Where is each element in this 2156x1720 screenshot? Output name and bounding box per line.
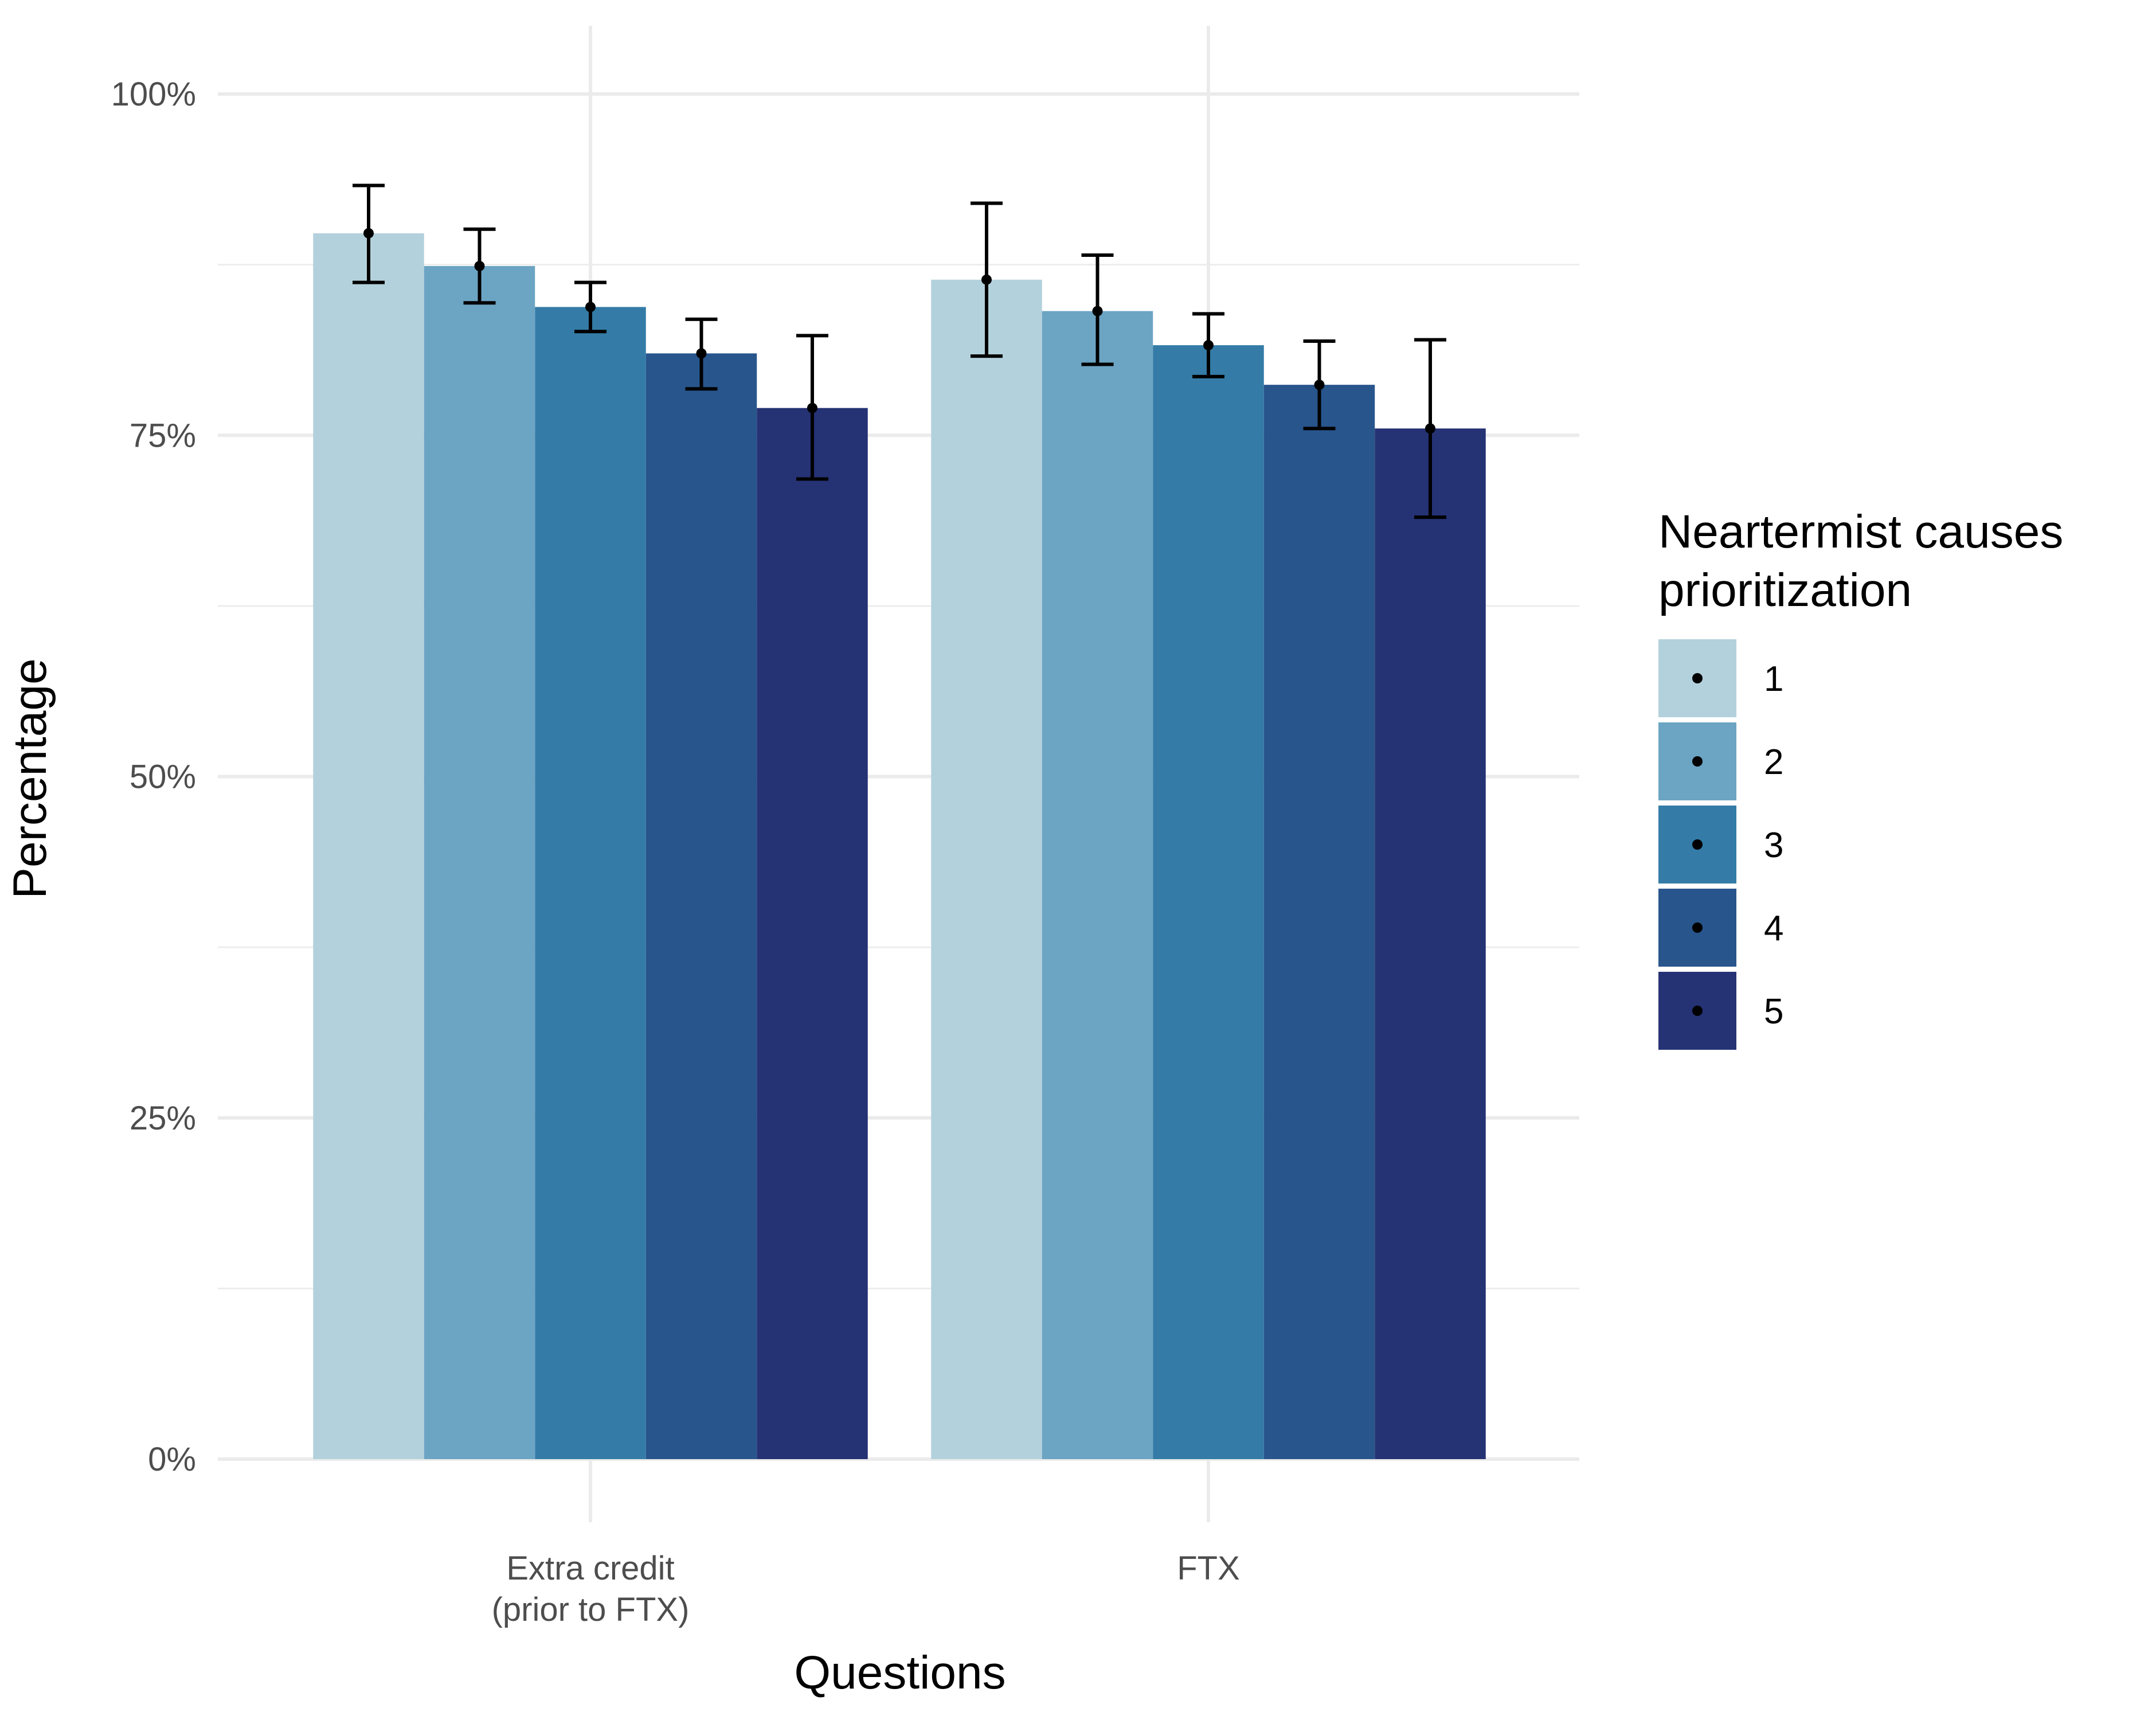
legend: Neartermist causes prioritization 1 2 3 4 5 — [1658, 506, 2063, 1050]
x-tick-label: Extra credit — [506, 1550, 674, 1587]
bar — [424, 266, 535, 1459]
point-marker — [696, 348, 707, 359]
bar — [1263, 385, 1375, 1459]
x-axis-title: Questions — [794, 1647, 1005, 1699]
y-tick-label: 50% — [130, 759, 196, 796]
legend-label: 3 — [1764, 826, 1783, 865]
legend-label: 5 — [1764, 992, 1783, 1031]
point-marker — [363, 228, 374, 239]
point-marker — [807, 402, 817, 413]
point-marker — [1203, 340, 1214, 351]
bar — [535, 307, 646, 1459]
y-tick-label: 75% — [130, 417, 196, 454]
legend-key-dot — [1692, 756, 1703, 767]
legend-title: Neartermist causes — [1658, 506, 2063, 558]
point-marker — [585, 302, 596, 312]
y-tick-label: 100% — [111, 76, 196, 113]
point-marker — [1314, 380, 1325, 390]
y-axis-ticks: 0% 25% 50% 75% 100% — [111, 76, 196, 1478]
legend-title: prioritization — [1658, 564, 1912, 616]
point-marker — [1092, 306, 1103, 316]
bar — [313, 233, 424, 1459]
bar — [757, 408, 868, 1459]
x-tick-label: FTX — [1177, 1550, 1240, 1587]
x-axis-ticks: Extra credit (prior to FTX) FTX — [492, 1550, 1240, 1628]
point-marker — [1425, 423, 1435, 434]
legend-key-dot — [1692, 1006, 1703, 1016]
legend-key-dot — [1692, 922, 1703, 933]
legend-label: 2 — [1764, 742, 1783, 782]
legend-label: 1 — [1764, 659, 1783, 699]
legend-key-dot — [1692, 839, 1703, 850]
y-tick-label: 0% — [148, 1441, 196, 1478]
bar — [931, 279, 1042, 1460]
y-tick-label: 25% — [130, 1100, 196, 1137]
bars — [313, 233, 1486, 1460]
y-axis-title: Percentage — [4, 658, 56, 898]
point-marker — [474, 261, 485, 272]
legend-label: 4 — [1764, 909, 1783, 948]
legend-key-dot — [1692, 673, 1703, 683]
bar — [1042, 311, 1153, 1459]
bar — [1375, 428, 1486, 1459]
error-bars — [353, 183, 1446, 519]
bar — [1153, 345, 1264, 1459]
bar — [645, 353, 757, 1459]
x-tick-label: (prior to FTX) — [492, 1591, 690, 1628]
point-marker — [981, 274, 992, 285]
